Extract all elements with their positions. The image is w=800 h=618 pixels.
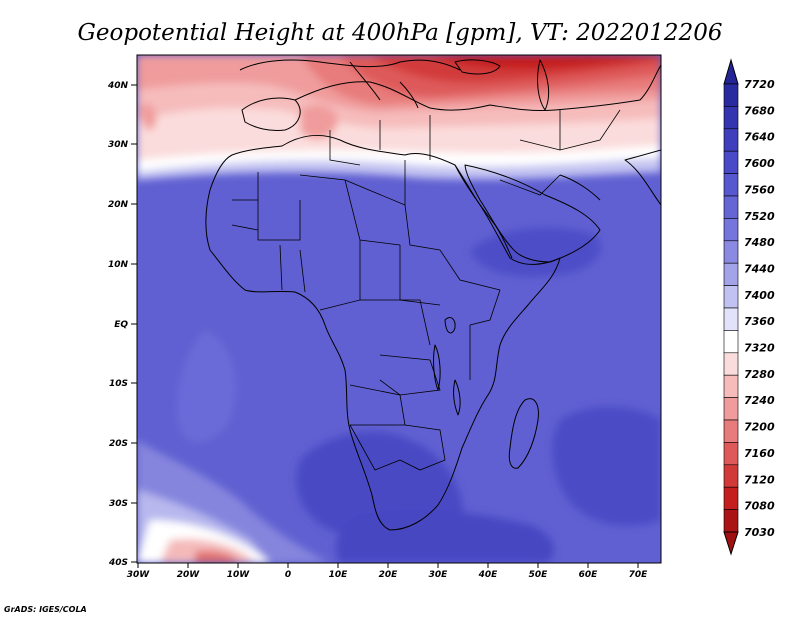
colorbar-label: 7600 bbox=[744, 157, 775, 170]
colorbar-label: 7720 bbox=[744, 78, 775, 91]
colorbar-swatch bbox=[723, 150, 739, 174]
colorbar-swatch bbox=[723, 397, 739, 421]
colorbar-label: 7240 bbox=[744, 394, 775, 407]
lon-tick-label: 70E bbox=[629, 570, 649, 580]
lon-tick-label: 10E bbox=[329, 570, 349, 580]
colorbar-label: 7320 bbox=[744, 342, 775, 355]
colorbar-label: 7120 bbox=[744, 473, 775, 486]
plot-frame bbox=[136, 54, 662, 564]
colorbar-swatch bbox=[723, 374, 739, 398]
lat-tick-label: 40S bbox=[108, 558, 128, 568]
colorbar-swatch bbox=[723, 285, 739, 309]
lat-tick-label: 10N bbox=[108, 260, 129, 270]
colorbar-swatch bbox=[723, 83, 739, 107]
lon-tick-label: 30E bbox=[429, 570, 449, 580]
coastlines bbox=[205, 59, 661, 531]
lon-tick-label: 50E bbox=[529, 570, 549, 580]
colorbar-swatch bbox=[723, 218, 739, 242]
colorbar-swatch bbox=[723, 352, 739, 376]
lat-tick-label: 10S bbox=[109, 379, 128, 389]
grads-credit: GrADS: IGES/COLA bbox=[4, 605, 87, 614]
colorbar-swatch bbox=[723, 307, 739, 331]
colorbar-label: 7680 bbox=[744, 104, 775, 117]
lat-tick-label: 20N bbox=[108, 200, 129, 210]
lon-tick-label: 20E bbox=[379, 570, 399, 580]
lat-tick-label: 20S bbox=[109, 439, 128, 449]
colorbar-label: 7200 bbox=[744, 421, 775, 434]
colorbar-label: 7640 bbox=[744, 131, 775, 144]
colorbar-label: 7480 bbox=[744, 236, 775, 249]
height-field bbox=[137, 55, 661, 563]
colorbar: 7720 7680 7640 7600 7560 7520 7480 7440 7400 7360… bbox=[723, 58, 775, 556]
colorbar-swatch bbox=[723, 240, 739, 264]
colorbar-swatch bbox=[723, 486, 739, 510]
lat-tick-label: 30S bbox=[109, 499, 128, 509]
colorbar-top-arrow bbox=[723, 58, 739, 85]
colorbar-label: 7520 bbox=[744, 210, 775, 223]
colorbar-label: 7560 bbox=[744, 183, 775, 196]
colorbar-swatch bbox=[723, 464, 739, 488]
lon-tick-label: 30W bbox=[127, 570, 151, 580]
colorbar-label: 7400 bbox=[744, 289, 775, 302]
map-title: Geopotential Height at 400hPa [gpm], VT:… bbox=[78, 20, 723, 46]
colorbar-label: 7030 bbox=[744, 526, 775, 539]
colorbar-label: 7080 bbox=[744, 500, 775, 513]
colorbar-swatch bbox=[723, 173, 739, 197]
colorbar-label: 7280 bbox=[744, 368, 775, 381]
lon-tick-label: 10W bbox=[227, 570, 251, 580]
lat-tick-label: EQ bbox=[114, 320, 128, 330]
colorbar-swatch bbox=[723, 330, 739, 354]
colorbar-label: 7360 bbox=[744, 315, 775, 328]
lat-tick-label: 40N bbox=[107, 81, 129, 91]
lon-tick-label: 20W bbox=[177, 570, 201, 580]
lon-axis: 30W 20W 10W 0 10E 20E 30E 40E 50E 60E 70… bbox=[127, 563, 648, 580]
colorbar-swatch bbox=[723, 128, 739, 152]
colorbar-label: 7160 bbox=[744, 447, 775, 460]
colorbar-swatch bbox=[723, 106, 739, 130]
lon-tick-label: 0 bbox=[285, 570, 291, 580]
colorbar-bottom-arrow bbox=[723, 531, 739, 556]
colorbar-swatch bbox=[723, 442, 739, 466]
lon-tick-label: 40E bbox=[478, 570, 499, 580]
country-borders bbox=[231, 109, 621, 471]
colorbar-swatch bbox=[723, 262, 739, 286]
colorbar-swatch bbox=[723, 509, 739, 533]
lat-tick-label: 30N bbox=[108, 140, 129, 150]
colorbar-swatch bbox=[723, 419, 739, 443]
lat-axis: 40N 30N 20N 10N EQ 10S 20S 30S 40S bbox=[107, 81, 137, 568]
colorbar-label: 7440 bbox=[744, 262, 775, 275]
colorbar-swatch bbox=[723, 195, 739, 219]
lon-tick-label: 60E bbox=[579, 570, 599, 580]
